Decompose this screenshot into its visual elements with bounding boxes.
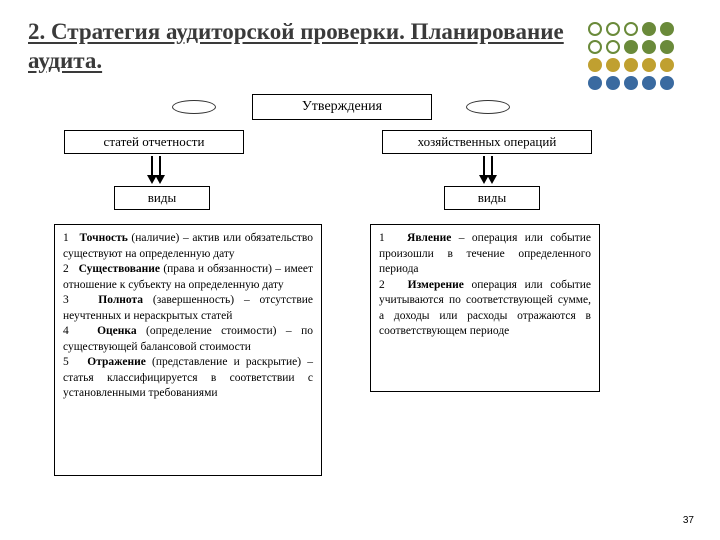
page-title: 2. Стратегия аудиторской проверки. Плани… [28, 18, 588, 76]
box-top: Утверждения [252, 94, 432, 120]
text-block-right: 1 Явление – операция или событие произош… [370, 224, 600, 392]
ellipse-right [466, 100, 510, 114]
text-block-left: 1 Точность (наличие) – актив или обязате… [54, 224, 322, 476]
box-right-2: виды [444, 186, 540, 210]
corner-dots [588, 22, 674, 90]
box-left-1: статей отчетности [64, 130, 244, 154]
box-right-1: хозяйственных операций [382, 130, 592, 154]
ellipse-left [172, 100, 216, 114]
diagram: Утверждения статей отчетности хозяйствен… [54, 94, 666, 504]
page-number: 37 [683, 515, 694, 526]
box-left-2: виды [114, 186, 210, 210]
